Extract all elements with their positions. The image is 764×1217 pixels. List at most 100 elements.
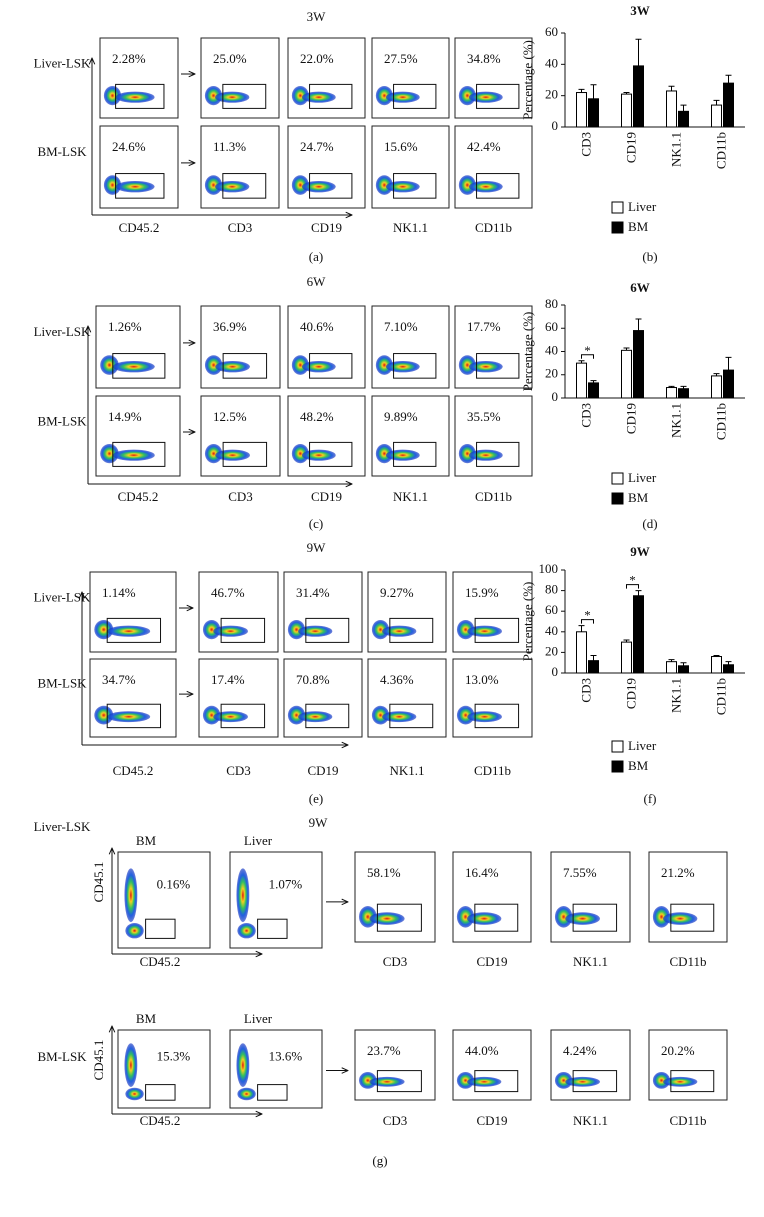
gate <box>220 617 266 643</box>
legend-swatch <box>611 201 624 214</box>
x-tick-label: CD11b <box>713 678 728 715</box>
chart-title: 9W <box>630 544 650 559</box>
row-label: Liver-LSK <box>34 819 91 834</box>
density-blob <box>565 1076 600 1087</box>
caption: (c) <box>309 516 323 531</box>
percentage: 35.5% <box>467 409 501 424</box>
x-tick-label: CD19 <box>623 403 638 434</box>
gate <box>106 617 162 643</box>
density-blob <box>382 711 417 723</box>
error-bar <box>590 654 597 661</box>
percentage: 34.8% <box>467 51 501 66</box>
plot-box <box>89 658 177 738</box>
panel-title: 6W <box>307 274 327 289</box>
y-tick-label: 0 <box>552 664 559 679</box>
density-blob <box>456 705 475 725</box>
percentage: 17.4% <box>211 672 245 687</box>
error-bar <box>680 662 687 666</box>
percentage: 44.0% <box>465 1043 499 1058</box>
density-blob <box>107 711 151 723</box>
percentage: 58.1% <box>367 865 401 880</box>
error-bar <box>578 625 585 632</box>
y-tick-label: 0 <box>552 118 559 133</box>
density-blob <box>100 444 119 464</box>
density-blob <box>458 86 476 106</box>
percentage: 1.07% <box>269 877 303 892</box>
density-blob <box>215 449 250 461</box>
percentage: 70.8% <box>296 672 330 687</box>
error-bar <box>713 373 720 376</box>
density-blob <box>291 444 309 464</box>
percentage: 11.3% <box>213 139 246 154</box>
legend-swatch <box>611 760 624 773</box>
panel-title: 3W <box>307 9 327 24</box>
density-blob <box>124 1043 138 1087</box>
gate <box>474 703 520 729</box>
gate <box>474 617 520 643</box>
panel-title: 9W <box>309 815 329 830</box>
percentage: 7.55% <box>563 865 597 880</box>
bar <box>678 110 689 128</box>
density-blob <box>298 625 333 637</box>
plot-box <box>367 658 447 738</box>
percentage: 13.6% <box>269 1048 303 1063</box>
bar <box>723 664 734 674</box>
gate <box>305 617 350 643</box>
y-axis-label: Percentage (%) <box>520 40 535 120</box>
gate <box>145 1084 176 1101</box>
gate <box>393 441 437 467</box>
gate <box>309 353 353 379</box>
density-blob <box>301 360 336 373</box>
plot-box <box>354 1029 436 1101</box>
legend-label: BM <box>628 758 649 773</box>
x-tick-label: CD11b <box>713 403 728 440</box>
x-tick-label: CD3 <box>578 132 593 157</box>
density-blob <box>467 625 502 637</box>
plot-box <box>648 1029 728 1101</box>
gate <box>376 1070 422 1093</box>
density-blob <box>375 355 393 375</box>
density-blob <box>359 906 377 928</box>
caption: (e) <box>309 791 323 806</box>
percentage: 0.16% <box>157 877 191 892</box>
density-blob <box>213 625 248 637</box>
percentage: 15.6% <box>384 139 418 154</box>
gate <box>393 83 437 109</box>
density-blob <box>125 1087 144 1101</box>
error-bar <box>635 590 642 596</box>
legend-label: Liver <box>628 738 657 753</box>
bar <box>576 92 587 128</box>
percentage: 1.14% <box>102 585 136 600</box>
row-label: Liver-LSK <box>34 324 91 339</box>
density-blob <box>94 705 114 725</box>
bar <box>621 349 632 399</box>
density-blob <box>124 868 138 923</box>
column-label: CD11b <box>475 220 512 235</box>
significance-label: * <box>584 608 591 623</box>
error-bar <box>623 639 630 643</box>
density-blob <box>236 1043 250 1087</box>
density-blob <box>107 625 151 637</box>
percentage: 42.4% <box>467 139 501 154</box>
gate <box>222 173 267 199</box>
density-blob <box>467 1076 502 1087</box>
gate-title: BM <box>136 1011 157 1026</box>
gate <box>476 441 520 467</box>
caption: (a) <box>309 249 323 264</box>
gate <box>257 918 288 939</box>
error-bar <box>725 74 732 84</box>
bar <box>588 382 599 399</box>
percentage: 12.5% <box>213 409 247 424</box>
gate <box>309 173 353 199</box>
percentage: 22.0% <box>300 51 334 66</box>
error-bar <box>578 88 585 93</box>
error-bar <box>623 347 630 351</box>
y-tick-label: 40 <box>545 623 558 638</box>
density-blob <box>237 1087 256 1101</box>
y-tick-label: 0 <box>552 389 559 404</box>
bar <box>723 82 734 128</box>
density-blob <box>112 449 155 461</box>
column-label: CD19 <box>311 489 342 504</box>
density-blob <box>385 360 420 373</box>
density-blob <box>301 449 336 461</box>
